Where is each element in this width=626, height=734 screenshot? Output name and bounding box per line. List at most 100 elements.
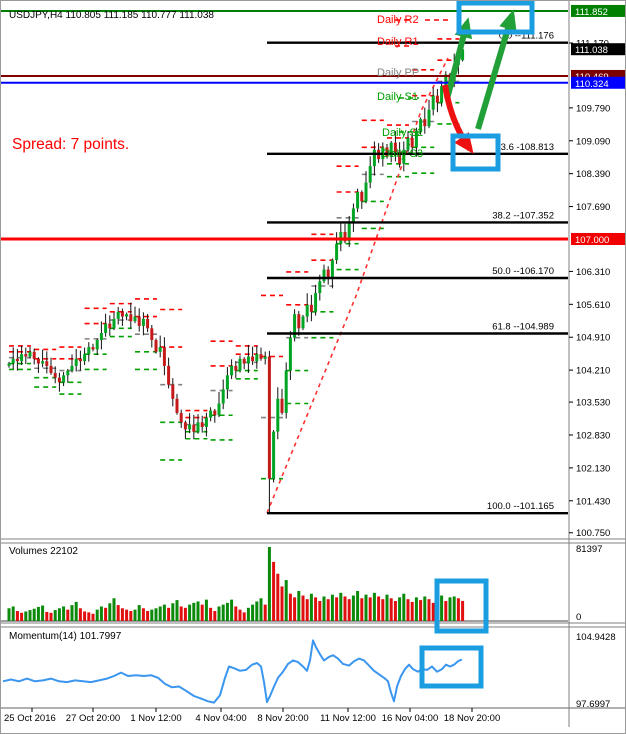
y-tick-label: 102.830 [576, 430, 610, 441]
y-tick-label: 100.750 [576, 528, 610, 539]
blue-rectangle-annotation[interactable] [456, 1, 535, 35]
blue-rectangle-annotation[interactable] [450, 133, 501, 172]
price-badge-label: 111.038 [575, 45, 608, 56]
candle-body [162, 347, 166, 366]
volume-bar [427, 599, 431, 621]
volume-bar [259, 598, 263, 621]
daily-pivot-label: Daily S2 [382, 127, 423, 139]
candle-body [330, 260, 334, 279]
y-tick-label: 103.530 [576, 398, 610, 409]
volume-bar [7, 608, 11, 621]
volume-bar [49, 612, 53, 621]
candle-body [419, 119, 423, 131]
candle-body [406, 137, 410, 150]
volume-bar [431, 602, 435, 621]
daily-pivot-label: Daily R2 [377, 14, 419, 26]
volume-bar [343, 596, 347, 621]
candle-body [309, 304, 313, 312]
candle-body [322, 269, 326, 282]
volume-bar [330, 594, 334, 621]
fib-label: 23.6 -108.813 [495, 142, 554, 153]
red-arrow-annotation[interactable] [442, 84, 474, 154]
momentum-indicator-label: Momentum(14) 101.7997 [9, 631, 122, 642]
volume-bar [351, 595, 355, 621]
candle-body [28, 351, 32, 357]
y-tick-label: 108.390 [576, 169, 610, 180]
candle-body [200, 422, 204, 427]
volume-bar [301, 595, 305, 621]
candle-body [347, 222, 351, 242]
candle-body [57, 377, 61, 383]
volume-bar [402, 593, 406, 621]
candle-body [272, 431, 276, 479]
green-arrow-annotation[interactable] [444, 17, 473, 100]
candle-body [62, 375, 66, 383]
volume-bar [53, 610, 57, 621]
candle-body [36, 358, 40, 364]
volume-bar [255, 601, 259, 621]
volume-bar [406, 599, 410, 621]
candle-body [305, 304, 309, 317]
candle-body [171, 384, 175, 399]
spread-note: Spread: 7 points. [12, 136, 130, 153]
volume-bar [204, 599, 208, 621]
candle-body [440, 86, 444, 103]
candle-body [435, 95, 439, 103]
volume-bar [419, 600, 423, 621]
volume-bar [398, 597, 402, 621]
volume-bar [309, 593, 313, 621]
volume-bar [175, 600, 179, 621]
candle-body [364, 182, 368, 202]
volume-layer [7, 547, 465, 621]
candle-body [78, 358, 82, 362]
volume-bar [230, 599, 234, 621]
x-axis-date-label: 1 Nov 12:00 [130, 713, 181, 724]
y-tick-label: 102.130 [576, 463, 610, 474]
fib-label: 38.2 --107.352 [492, 210, 554, 221]
volume-bar [448, 597, 452, 621]
candle-body [20, 354, 24, 362]
candle-body [137, 316, 141, 326]
volume-bar [368, 597, 372, 621]
candle-body [263, 356, 267, 359]
volume-bar [322, 596, 326, 621]
y-tick-label: 105.610 [576, 300, 610, 311]
candle-body [234, 365, 238, 371]
candle-body [246, 356, 250, 364]
price-badge [571, 43, 625, 56]
candle-body [112, 318, 116, 329]
candle-body [133, 316, 137, 322]
volume-bar [28, 610, 32, 621]
volume-bar [339, 592, 343, 621]
volume-bar [423, 596, 427, 621]
volume-bar [188, 604, 192, 621]
candle-body [242, 358, 246, 364]
candle-body [360, 191, 364, 202]
volumes-axis-zero: 0 [576, 612, 582, 623]
volume-bar [133, 609, 137, 621]
blue-rectangle-annotation[interactable] [434, 578, 489, 634]
candle-body [213, 410, 217, 416]
volume-bar [381, 599, 385, 621]
blue-rectangle-annotation[interactable] [419, 645, 484, 689]
fib-label: 61.8 --104.989 [492, 322, 554, 333]
volume-bar [267, 547, 271, 621]
candle-body [410, 137, 414, 148]
volume-bar [314, 597, 318, 621]
candle-body [372, 149, 376, 167]
volume-bar [389, 598, 393, 621]
candle-body [461, 49, 465, 61]
candle-body [175, 398, 179, 413]
volume-bar [183, 607, 187, 621]
candle-body [66, 370, 70, 376]
y-tick-label: 101.430 [576, 496, 610, 507]
volume-bar [24, 611, 28, 621]
candle-body [104, 323, 108, 333]
candle-body [188, 424, 192, 430]
candle-body [356, 191, 360, 209]
price-badge-label: 110.324 [575, 79, 609, 90]
volume-bar [360, 598, 364, 621]
volume-bar [70, 605, 74, 621]
candle-body [150, 328, 154, 341]
